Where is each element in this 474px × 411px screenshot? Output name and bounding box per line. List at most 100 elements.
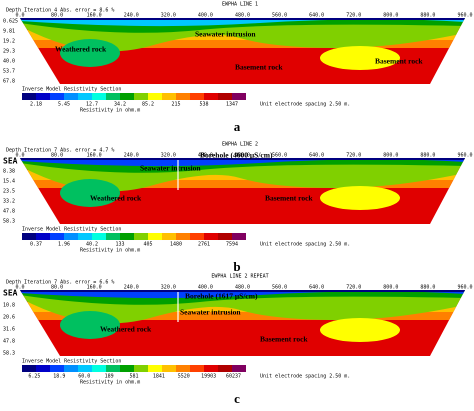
- legend-swatch: [120, 365, 134, 372]
- legend-swatch: [176, 365, 190, 372]
- depth-label: 58.3: [3, 351, 15, 357]
- section-band: [20, 38, 465, 48]
- legend-swatch: [78, 93, 92, 100]
- legend-swatch: [218, 233, 232, 240]
- x-label: 720.0: [346, 13, 361, 19]
- legend-value: 1347: [226, 102, 238, 108]
- legend-swatch: [218, 365, 232, 372]
- legend-swatch: [22, 93, 36, 100]
- annotation: Weathered rock: [100, 325, 152, 334]
- annotation: Seawater intrusion: [140, 164, 201, 173]
- legend-swatch: [36, 365, 50, 372]
- legend-value: 538: [199, 102, 208, 108]
- legend-swatch: [134, 365, 148, 372]
- legend-value: 2.18: [30, 102, 42, 108]
- legend-value: 18.9: [53, 374, 65, 380]
- section: [20, 18, 465, 84]
- x-label: 480.0: [235, 285, 250, 291]
- depth-label: 40.0: [3, 59, 15, 65]
- legend-swatch: [176, 233, 190, 240]
- x-label: 640.0: [309, 153, 324, 159]
- legend-swatch: [92, 93, 106, 100]
- annotation: Weathered rock: [55, 45, 107, 54]
- depth-label: 10.8: [3, 303, 15, 309]
- x-label: 640.0: [309, 13, 324, 19]
- depth-label: 58.3: [3, 219, 15, 225]
- legend-swatch: [106, 233, 120, 240]
- x-label: 720.0: [346, 285, 361, 291]
- caption: c: [234, 391, 240, 406]
- x-label: 800.0: [383, 153, 398, 159]
- legend-swatch: [120, 93, 134, 100]
- legend-swatch: [148, 93, 162, 100]
- x-label: 960.0: [457, 153, 472, 159]
- depth-label: 33.2: [3, 199, 15, 205]
- x-label: 560.0: [272, 13, 287, 19]
- legend-swatch: [106, 93, 120, 100]
- x-label: 480.0: [235, 153, 250, 159]
- legend-value: 0.37: [30, 242, 42, 248]
- legend-swatch: [218, 93, 232, 100]
- legend-swatch: [78, 233, 92, 240]
- legend-value: 405: [143, 242, 152, 248]
- legend-swatch: [50, 233, 64, 240]
- x-label: 80.0: [51, 285, 63, 291]
- legend-swatch: [120, 233, 134, 240]
- legend-swatch: [50, 93, 64, 100]
- annotation: Seawater intrusion: [195, 30, 256, 39]
- legend-swatch: [64, 93, 78, 100]
- depth-label: SEA: [3, 289, 18, 298]
- panel-title: EWPHA LINE 2: [222, 142, 258, 148]
- depth-label: 47.8: [3, 209, 15, 215]
- panel: EWPHA LINE 2 Depth Iteration 7 Abs. error…: [3, 142, 473, 274]
- legend-swatch: [162, 93, 176, 100]
- x-label: 880.0: [420, 285, 435, 291]
- legend-swatch: [204, 233, 218, 240]
- legend-value: 40.2: [86, 242, 98, 248]
- x-label: 320.0: [161, 285, 176, 291]
- legend-swatch: [64, 365, 78, 372]
- x-label: 880.0: [420, 13, 435, 19]
- x-label: 480.0: [235, 13, 250, 19]
- x-label: 560.0: [272, 285, 287, 291]
- legend-swatch: [36, 93, 50, 100]
- legend-swatch: [36, 233, 50, 240]
- legend-value: 19903: [201, 374, 216, 380]
- electrode-spacing: Unit electrode spacing 2.50 m.: [260, 102, 350, 108]
- legend-swatch: [190, 93, 204, 100]
- yellow-zone: [320, 46, 400, 70]
- section: [20, 158, 465, 224]
- legend-swatch: [64, 233, 78, 240]
- legend-value: 12.7: [86, 102, 98, 108]
- x-label: 960.0: [457, 285, 472, 291]
- panel-title: EWPHA LINE 1: [222, 2, 258, 8]
- legend-swatch: [134, 93, 148, 100]
- legend-value: 6.25: [28, 374, 40, 380]
- x-label: 560.0: [272, 153, 287, 159]
- panel: EWPHA LINE 2 REPEAT Depth Iteration 7 Abs…: [3, 274, 473, 406]
- legend-value: 1.96: [58, 242, 70, 248]
- legend-unit: Resistivity in ohm.m: [80, 380, 140, 386]
- depth-label: 0.625: [3, 19, 18, 25]
- legend-swatch: [92, 233, 106, 240]
- legend-swatch: [22, 365, 36, 372]
- legend-value: 34.2: [114, 102, 126, 108]
- depth-label: 47.8: [3, 339, 15, 345]
- x-label: 80.0: [51, 153, 63, 159]
- x-label: 80.0: [51, 13, 63, 19]
- panel: EWPHA LINE 1 Depth Iteration 4 Abs. error…: [3, 2, 473, 134]
- legend-value: 1841: [153, 374, 165, 380]
- depth-label: 9.81: [3, 29, 15, 35]
- panel-header: Depth Iteration 7 Abs. error = 4.7 %: [6, 148, 114, 154]
- legend-swatch: [176, 93, 190, 100]
- annotation: Basement rock: [265, 194, 313, 203]
- section: [20, 290, 465, 356]
- annotation: Seawater intrusion: [180, 308, 241, 317]
- surface-line: [20, 290, 465, 292]
- depth-label: 53.7: [3, 69, 15, 75]
- legend-value: 1480: [170, 242, 182, 248]
- legend-value: 2761: [198, 242, 210, 248]
- saline-zone: [20, 158, 465, 167]
- legend-value: 7594: [226, 242, 238, 248]
